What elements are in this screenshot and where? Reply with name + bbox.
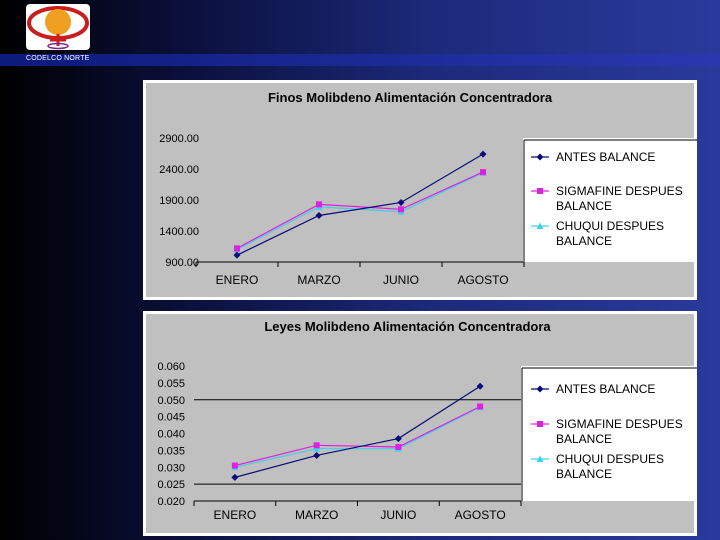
- codelco-logo: [26, 4, 90, 50]
- series-line: [234, 405, 481, 467]
- x-tick-label: JUNIO: [383, 273, 419, 287]
- chart-leyes: Leyes Molibdeno Alimentación Concentrado…: [143, 311, 697, 536]
- legend-label: CHUQUI DESPUES: [556, 452, 664, 466]
- y-tick-label: 2400.00: [159, 164, 199, 176]
- x-tick-label: ENERO: [216, 273, 259, 287]
- legend-swatch-marker: [536, 455, 544, 462]
- series-line: [234, 385, 481, 478]
- y-tick-label: 0.020: [157, 496, 185, 508]
- legend-label: BALANCE: [556, 467, 612, 481]
- legend-box: [521, 366, 697, 501]
- x-tick-label: AGOSTO: [457, 273, 508, 287]
- y-tick-label: 0.060: [157, 361, 185, 373]
- y-tick-label: 900.00: [165, 257, 199, 269]
- legend-label: BALANCE: [556, 234, 612, 248]
- brand-label: CODELCO NORTE: [26, 55, 90, 62]
- chart-panel-finos: Finos Molibdeno Alimentación Concentrado…: [143, 80, 697, 300]
- y-tick-label: 0.050: [157, 395, 185, 407]
- legend-swatch-marker: [536, 222, 544, 229]
- chart-panel-leyes: Leyes Molibdeno Alimentación Concentrado…: [143, 311, 697, 536]
- data-point: [231, 473, 239, 481]
- legend-swatch-marker: [536, 385, 544, 393]
- data-point: [394, 435, 402, 443]
- data-point: [476, 382, 484, 390]
- y-tick-label: 0.055: [157, 378, 185, 390]
- legend-swatch-marker: [536, 153, 544, 161]
- y-tick-label: 0.040: [157, 429, 185, 441]
- x-tick-label: MARZO: [295, 508, 338, 522]
- series-line: [236, 171, 484, 249]
- data-point: [234, 245, 240, 252]
- codelco-logo-icon: [27, 6, 89, 50]
- chart-finos: Finos Molibdeno Alimentación Concentrado…: [143, 80, 697, 300]
- y-tick-label: 1400.00: [159, 226, 199, 238]
- chart-title: Finos Molibdeno Alimentación Concentrado…: [268, 90, 553, 105]
- x-tick-label: AGOSTO: [455, 508, 506, 522]
- data-point: [397, 198, 405, 206]
- data-point: [480, 169, 486, 176]
- data-point: [231, 462, 238, 469]
- header-bar: [0, 54, 720, 66]
- data-point: [313, 451, 321, 459]
- y-tick-label: 0.025: [157, 479, 185, 491]
- legend-box: [523, 138, 697, 262]
- legend-label: BALANCE: [556, 432, 612, 446]
- y-tick-label: 1900.00: [159, 195, 199, 207]
- data-point: [398, 206, 404, 213]
- data-point: [479, 150, 487, 158]
- legend-label: SIGMAFINE DESPUES: [556, 417, 683, 431]
- data-point: [233, 251, 241, 259]
- data-point: [395, 444, 402, 450]
- series-line: [234, 406, 481, 468]
- x-tick-label: MARZO: [297, 273, 340, 287]
- legend-swatch-marker: [537, 188, 543, 194]
- data-point: [315, 212, 323, 219]
- y-tick-label: 0.045: [157, 412, 185, 424]
- legend-label: CHUQUI DESPUES: [556, 219, 664, 233]
- data-point: [313, 442, 320, 449]
- legend-label: BALANCE: [556, 199, 612, 213]
- data-point: [316, 201, 322, 208]
- legend-swatch-marker: [537, 421, 543, 427]
- chart-title: Leyes Molibdeno Alimentación Concentrado…: [264, 319, 551, 334]
- legend-label: SIGMAFINE DESPUES: [556, 184, 683, 198]
- legend-label: ANTES BALANCE: [556, 382, 655, 396]
- data-point: [477, 403, 484, 410]
- plot-area: [194, 366, 521, 501]
- y-tick-label: 0.030: [157, 462, 185, 474]
- legend-label: ANTES BALANCE: [556, 150, 655, 164]
- y-tick-label: 0.035: [157, 445, 185, 457]
- data-point: [313, 445, 321, 452]
- x-tick-label: ENERO: [214, 508, 257, 522]
- series-line: [236, 153, 484, 256]
- y-tick-label: 2900.00: [159, 133, 199, 145]
- x-tick-label: JUNIO: [380, 508, 416, 522]
